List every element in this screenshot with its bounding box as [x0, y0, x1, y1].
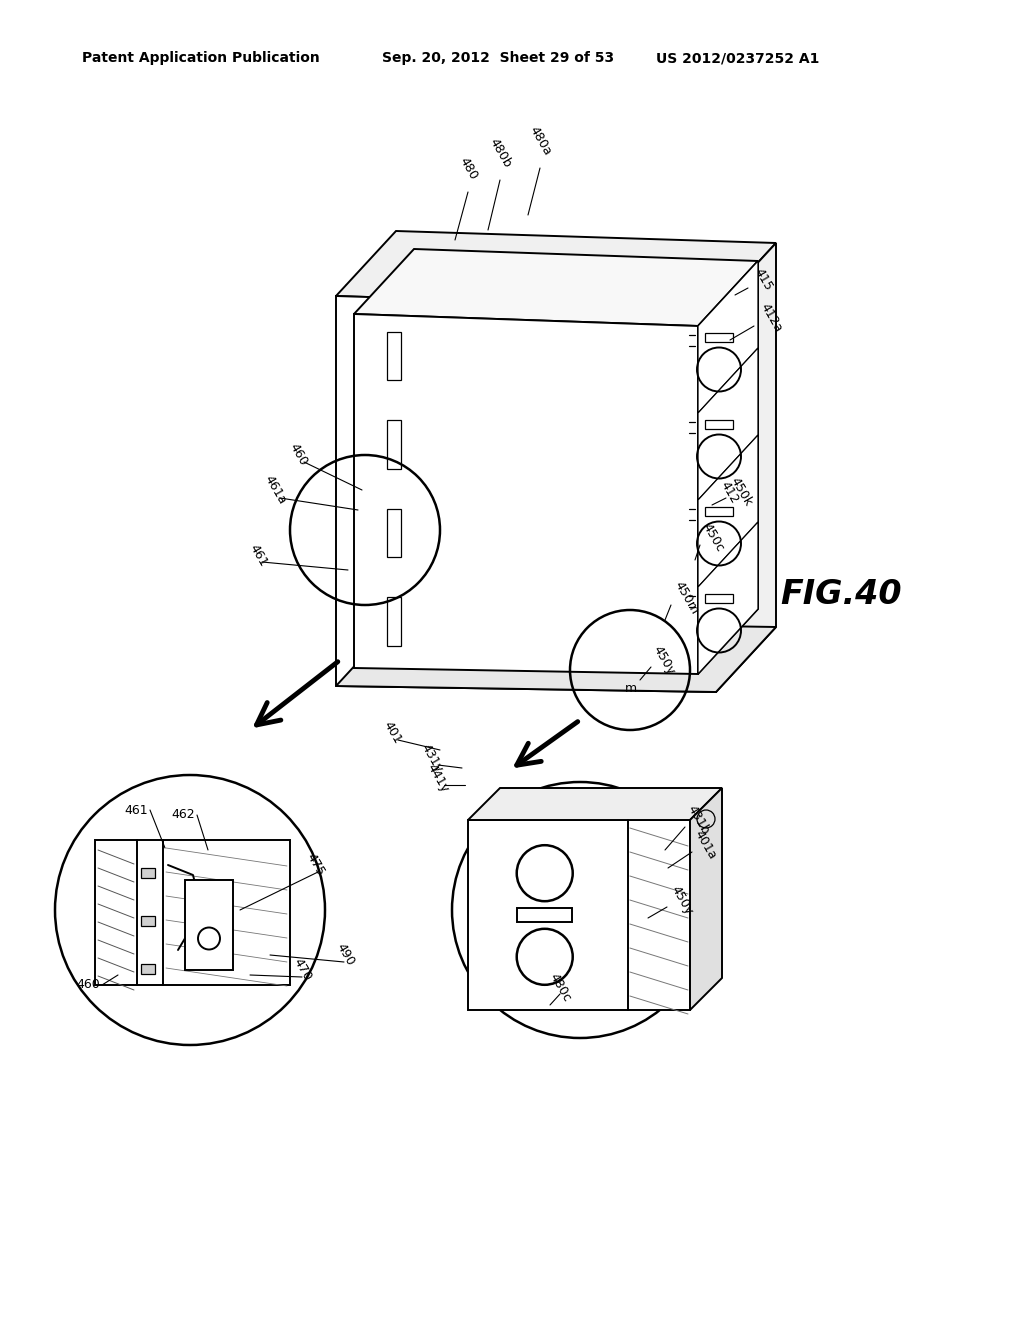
Polygon shape	[95, 840, 290, 985]
Polygon shape	[468, 788, 722, 820]
Text: 475: 475	[303, 851, 327, 879]
Polygon shape	[698, 348, 758, 500]
Text: 480c: 480c	[547, 972, 573, 1005]
Text: 461a: 461a	[261, 473, 289, 507]
Text: 460: 460	[76, 978, 100, 991]
Polygon shape	[354, 314, 698, 675]
Text: 450y: 450y	[668, 883, 695, 917]
Text: 450m: 450m	[672, 579, 701, 616]
Text: US 2012/0237252 A1: US 2012/0237252 A1	[656, 51, 819, 65]
Bar	[705, 594, 733, 602]
Bar	[387, 331, 401, 380]
Polygon shape	[690, 788, 722, 1010]
Bar	[141, 916, 155, 927]
Text: 431b: 431b	[685, 803, 712, 837]
Bar	[387, 420, 401, 469]
Text: 480b: 480b	[486, 136, 514, 170]
Text: Patent Application Publication: Patent Application Publication	[82, 51, 319, 65]
Text: 470: 470	[291, 957, 313, 983]
Polygon shape	[354, 249, 758, 326]
Text: 401a: 401a	[692, 828, 719, 862]
Text: FIG.40: FIG.40	[780, 578, 901, 611]
Text: 401: 401	[381, 719, 403, 747]
Circle shape	[452, 781, 708, 1038]
Text: 415: 415	[752, 267, 775, 293]
Bar	[141, 869, 155, 878]
Polygon shape	[185, 880, 233, 970]
Polygon shape	[468, 820, 690, 1010]
Text: 461: 461	[247, 541, 269, 569]
Text: 490: 490	[334, 941, 356, 969]
Text: 461: 461	[124, 804, 148, 817]
Text: 462: 462	[171, 808, 195, 821]
Bar	[141, 964, 155, 974]
Circle shape	[55, 775, 325, 1045]
Text: 450c: 450c	[700, 521, 727, 554]
Polygon shape	[698, 521, 758, 675]
Bar	[705, 420, 733, 429]
Text: m: m	[625, 681, 637, 694]
Text: 480: 480	[457, 154, 479, 182]
Bar	[387, 597, 401, 645]
Bar	[387, 508, 401, 557]
Bar	[517, 908, 572, 921]
Text: 441y: 441y	[425, 762, 452, 795]
Polygon shape	[716, 243, 776, 692]
Text: Sep. 20, 2012  Sheet 29 of 53: Sep. 20, 2012 Sheet 29 of 53	[382, 51, 614, 65]
Polygon shape	[336, 231, 776, 308]
Text: 460: 460	[287, 441, 309, 469]
Polygon shape	[698, 261, 758, 413]
Text: 412: 412	[718, 479, 741, 506]
Polygon shape	[698, 261, 758, 675]
Text: 450k: 450k	[728, 475, 755, 508]
Polygon shape	[336, 296, 716, 692]
Polygon shape	[336, 620, 776, 692]
Text: 480a: 480a	[526, 124, 554, 158]
Text: 431y: 431y	[419, 742, 445, 775]
Text: 412a: 412a	[758, 301, 785, 335]
Bar	[705, 507, 733, 516]
Bar	[705, 333, 733, 342]
Polygon shape	[698, 436, 758, 587]
Text: 450y: 450y	[650, 643, 677, 677]
